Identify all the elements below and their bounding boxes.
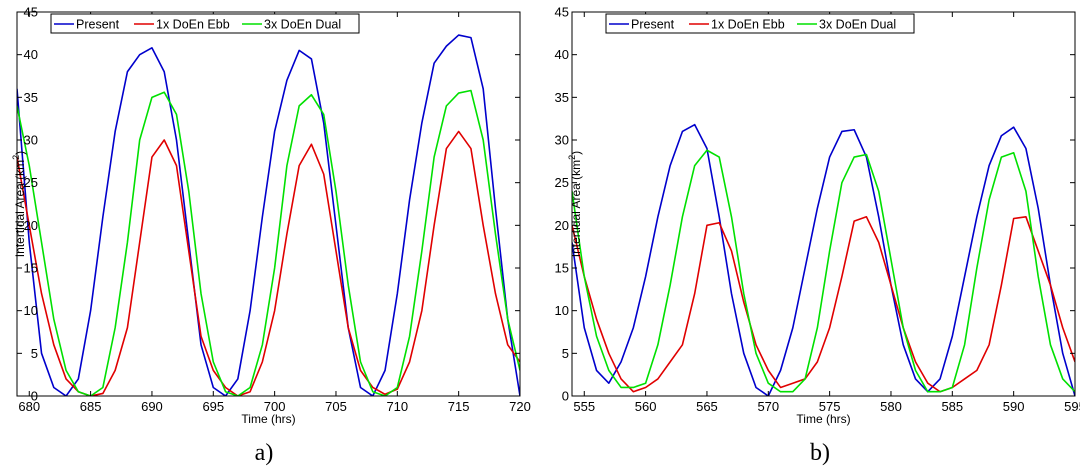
y-tick-label: 20 (555, 218, 569, 233)
chart-panel-a: 680 685 690 695 700 705 710 715 720 0 5 10 15 20 25 30 3… (11, 5, 531, 467)
series-line-2 (17, 130, 520, 396)
y-tick-label: 40 (555, 47, 569, 62)
y-tick-label: 0 (31, 389, 38, 404)
x-tick-label: 720 (509, 399, 531, 414)
y-tick-label: 10 (555, 303, 569, 318)
legend-box (605, 13, 915, 34)
series-lines (17, 34, 520, 396)
x-tick-label: 595 (1064, 399, 1080, 414)
y-tick-label: 35 (24, 90, 38, 105)
x-tick-label: 705 (325, 399, 347, 414)
y-tick-label: 40 (24, 47, 38, 62)
legend-entry-1: Present (631, 18, 675, 32)
x-tick-label: 700 (264, 399, 286, 414)
y-tick-label: 0 (562, 389, 569, 404)
y-tick-label: 10 (24, 303, 38, 318)
series-line-3 (17, 89, 520, 396)
x-tick-label: 690 (141, 399, 163, 414)
y-tick-label: 35 (555, 90, 569, 105)
y-tick-label: 20 (24, 218, 38, 233)
series-line-1 (572, 123, 1075, 396)
legend: Present 1x DoEn Ebb 3x DoEn Dual (605, 13, 915, 34)
y-tick-label: 30 (24, 133, 38, 148)
series-lines (572, 123, 1075, 396)
legend-entry-3: 3x DoEn Dual (819, 18, 896, 32)
x-tick-label: 695 (202, 399, 224, 414)
y-tick-label: 45 (24, 5, 38, 20)
plot-frame (16, 11, 521, 397)
x-axis-label: Time (hrs) (796, 412, 850, 426)
y-axis-label: Intertidal Area (km2) (567, 151, 583, 257)
y-tick-label: 45 (555, 5, 569, 20)
x-tick-label: 585 (941, 399, 963, 414)
x-tick-label: 580 (880, 399, 902, 414)
x-tick-label: 685 (80, 399, 102, 414)
x-tick-label: 565 (696, 399, 718, 414)
y-tick-label: 5 (31, 346, 38, 361)
legend-entry-2: 1x DoEn Ebb (711, 18, 785, 32)
series-line-3 (572, 149, 1075, 393)
x-tick-label: 575 (819, 399, 841, 414)
y-tick-label: 25 (24, 175, 38, 190)
x-tick-label: 590 (1003, 399, 1025, 414)
x-tick-label: 560 (635, 399, 657, 414)
y-tick-label: 30 (555, 133, 569, 148)
legend: Present 1x DoEn Ebb 3x DoEn Dual (50, 13, 360, 34)
y-axis-label: Intertidal Area (km2) (11, 151, 27, 257)
y-tick-label: 15 (555, 261, 569, 276)
series-line-1 (17, 34, 520, 396)
legend-entry-3: 3x DoEn Dual (264, 18, 341, 32)
x-tick-label: 570 (757, 399, 779, 414)
x-tick-label: 715 (448, 399, 470, 414)
x-tick-label: 555 (573, 399, 595, 414)
panel-label: a) (255, 440, 274, 466)
legend-box (50, 13, 360, 34)
plot-frame (571, 11, 1076, 397)
series-line-2 (572, 216, 1075, 393)
y-tick-label: 25 (555, 175, 569, 190)
x-tick-label: 680 (18, 399, 40, 414)
panel-label: b) (810, 440, 830, 466)
chart-panel-b: 555 560 565 570 575 580 585 590 595 0 5 10 15 20 25 30 3… (555, 5, 1080, 467)
x-axis-label: Time (hrs) (241, 412, 295, 426)
x-tick-label: 710 (386, 399, 408, 414)
y-tick-label: 5 (562, 346, 569, 361)
y-tick-label: 15 (24, 261, 38, 276)
legend-entry-1: Present (76, 18, 120, 32)
legend-entry-2: 1x DoEn Ebb (156, 18, 230, 32)
